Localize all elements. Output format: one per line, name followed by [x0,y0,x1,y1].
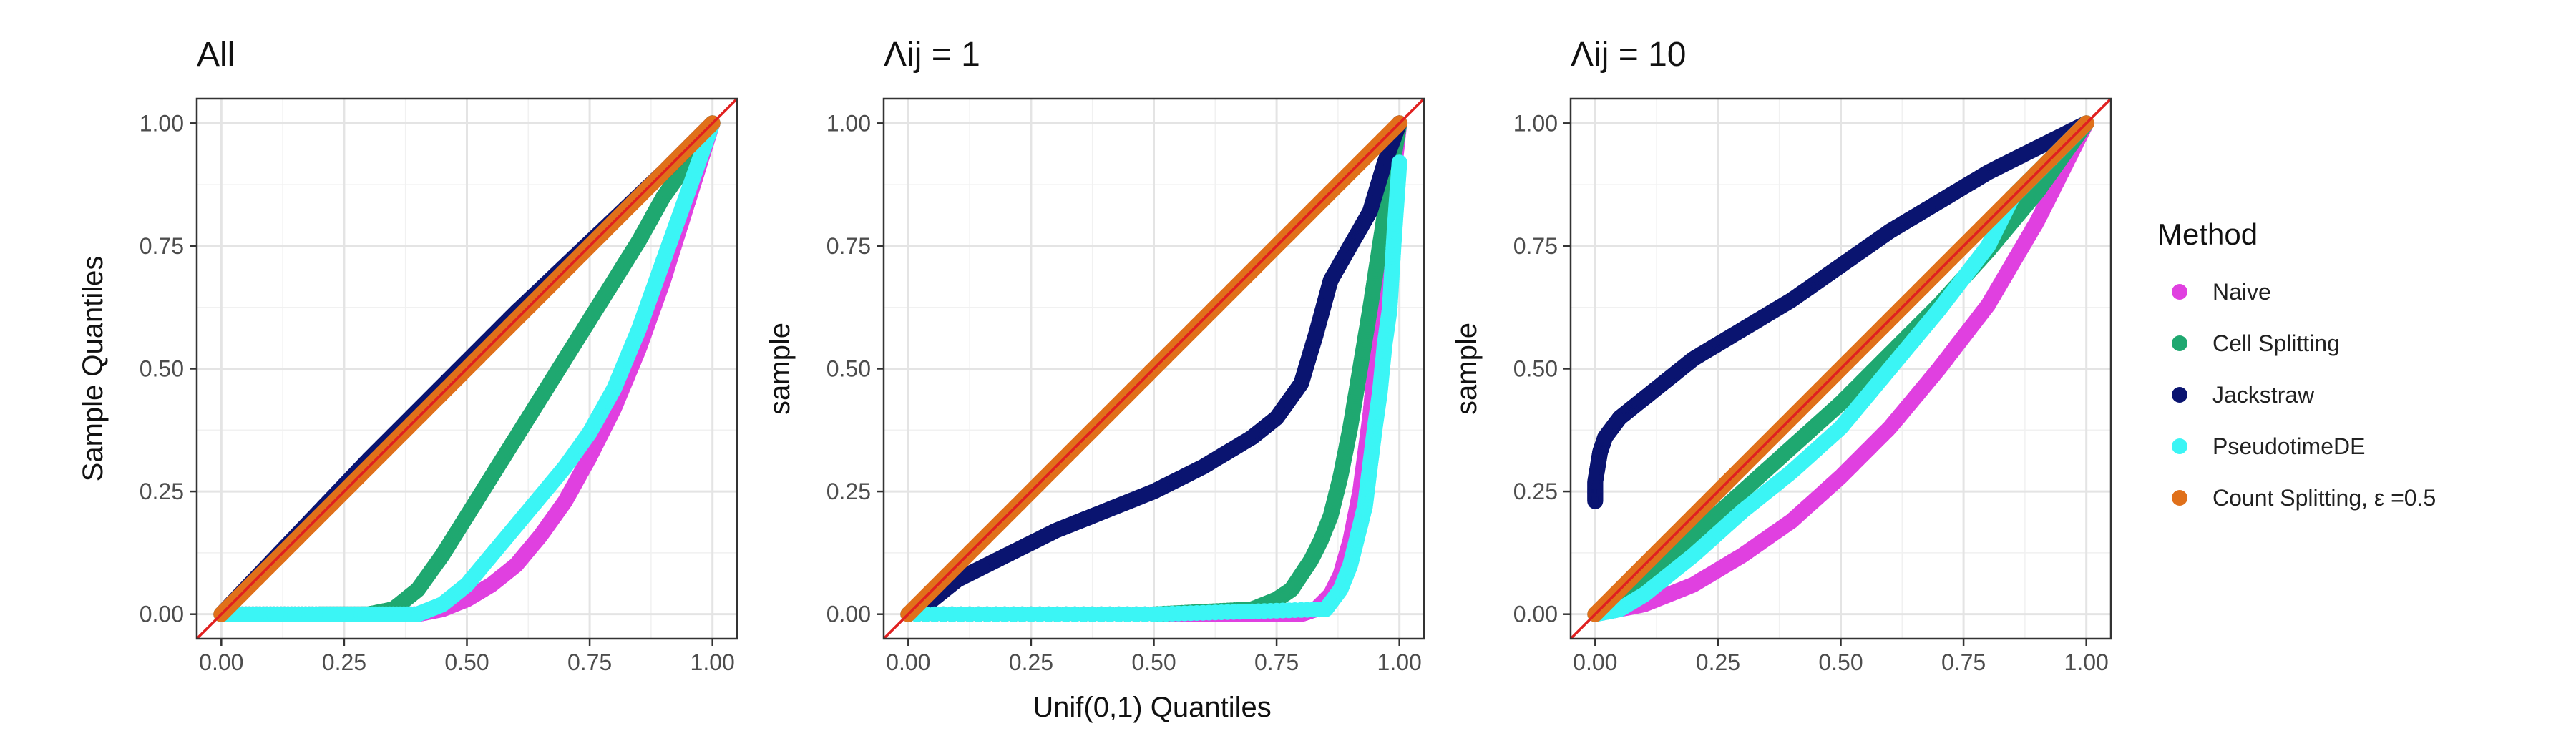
x-tick-label: 1.00 [1377,649,1422,675]
series-4 [900,154,1407,622]
y-tick-label: 0.25 [140,478,184,504]
y-axis-label: sample [764,323,796,415]
data-point [1391,154,1407,171]
x-tick-label: 0.75 [1254,649,1299,675]
x-tick-label: 0.50 [1131,649,1176,675]
x-tick-label: 0.25 [1009,649,1053,675]
panel-title: Λij = 1 [884,36,980,74]
y-tick-label: 1.00 [826,110,871,136]
y-tick-label: 1.00 [140,110,184,136]
series-3 [1587,115,2094,509]
reference-line [884,99,1424,639]
x-tick-label: 0.00 [886,649,930,675]
x-tick-label: 1.00 [691,649,735,675]
x-tick-label: 0.25 [322,649,366,675]
x-tick-label: 0.75 [567,649,612,675]
y-tick-label: 0.75 [826,233,871,259]
x-tick-label: 0.00 [199,649,243,675]
y-tick-label: 0.50 [140,356,184,382]
y-tick-label: 0.50 [826,356,871,382]
series-3 [900,115,1407,622]
y-axis-label: Sample Quantiles [77,256,109,482]
panels: 0.00 0.00 0.25 0.25 0.50 0.50 0.75 0.75 1.00 1.00… [77,36,2112,675]
y-tick-label: 0.75 [140,233,184,259]
reference-line [197,99,737,639]
y-tick-label: 0.00 [140,602,184,627]
series-points [900,115,1407,622]
panel-title: All [197,36,235,74]
panel-3: 0.000.000.250.250.500.500.750.751.001.00… [1451,36,2112,675]
series-points [1587,115,2094,622]
panel-1: 0.00 0.00 0.25 0.25 0.50 0.50 0.75 0.75 1.00 1.00… [77,36,738,675]
y-tick-label: 0.00 [826,602,871,627]
y-tick-label: 0.25 [826,478,871,504]
panel-2: 0.00 0.00 0.25 0.25 0.50 0.50 0.75 0.75 1.00 1.00… [764,36,1425,675]
x-tick-label: 0.50 [444,649,489,675]
